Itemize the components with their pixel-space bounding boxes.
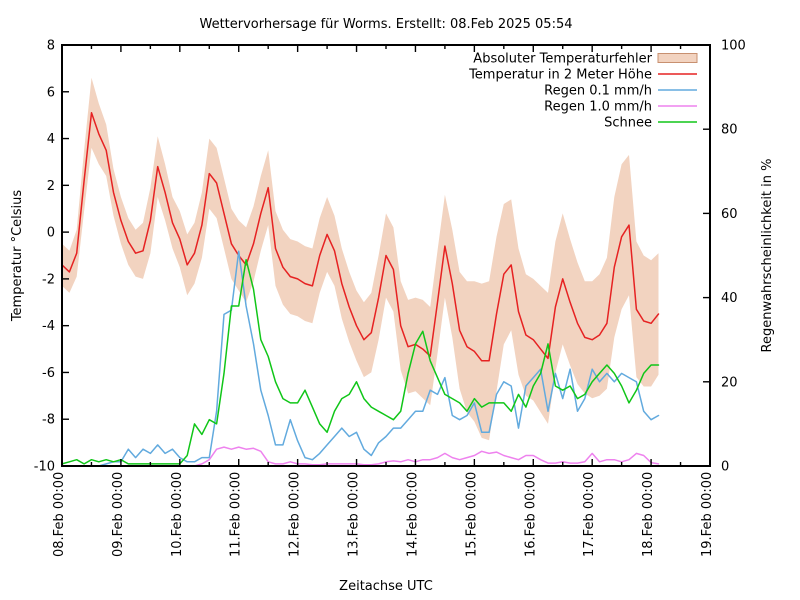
- x-tick-label: 16.Feb 00:00: [523, 472, 538, 557]
- y-right-tick-label: 0: [721, 460, 729, 475]
- x-tick-label: 08.Feb 00:00: [52, 472, 67, 557]
- x-tick-label: 09.Feb 00:00: [111, 472, 126, 557]
- y-right-tick-label: 20: [721, 375, 738, 390]
- error-band-area: [62, 77, 659, 441]
- x-tick-label: 14.Feb 00:00: [405, 472, 420, 557]
- y-right-tick-label: 100: [721, 39, 746, 54]
- legend-band-swatch: [657, 53, 698, 63]
- x-axis-label: Zeitachse UTC: [339, 579, 433, 594]
- temperature-line: [61, 112, 660, 362]
- y-right-tick-label: 40: [721, 291, 738, 306]
- y-left-tick-label: -6: [42, 366, 55, 381]
- x-tick-label: 11.Feb 00:00: [229, 472, 244, 557]
- x-tick-label: 15.Feb 00:00: [464, 472, 479, 557]
- y-right-axis-label: Regenwahrscheinlichkeit in %: [760, 159, 775, 353]
- legend-label: Regen 0.1 mm/h: [544, 84, 652, 99]
- legend-label: Regen 1.0 mm/h: [544, 100, 652, 115]
- legend-label: Absoluter Temperaturfehler: [473, 52, 652, 67]
- y-left-tick-label: -2: [42, 272, 55, 287]
- y-left-tick-label: 8: [47, 39, 55, 54]
- legend-label: Temperatur in 2 Meter Höhe: [468, 68, 652, 83]
- plot-frame: [61, 44, 711, 467]
- chart-title: Wettervorhersage für Worms. Erstellt: 08…: [199, 17, 572, 32]
- y-left-tick-label: 6: [47, 85, 55, 100]
- y-left-tick-label: 4: [47, 132, 55, 147]
- y-left-tick-label: 2: [47, 179, 55, 194]
- y-right-tick-label: 80: [721, 123, 738, 138]
- x-tick-label: 10.Feb 00:00: [170, 472, 185, 557]
- y-left-axis-label: Temperatur °Celsius: [10, 190, 25, 323]
- x-tick-label: 18.Feb 00:00: [641, 472, 656, 557]
- x-tick-label: 19.Feb 00:00: [700, 472, 715, 557]
- data-series: [61, 77, 660, 467]
- rain-01-line: [61, 250, 660, 467]
- x-tick-label: 17.Feb 00:00: [582, 472, 597, 557]
- x-tick-label: 13.Feb 00:00: [347, 472, 362, 557]
- y-left-tick-label: 0: [47, 226, 55, 241]
- x-tick-label: 12.Feb 00:00: [288, 472, 303, 557]
- snow-line: [61, 258, 660, 465]
- y-left-tick-label: -4: [42, 319, 55, 334]
- y-left-tick-label: -10: [34, 460, 55, 475]
- y-right-tick-label: 60: [721, 207, 738, 222]
- legend-label: Schnee: [604, 116, 652, 131]
- y-left-tick-label: -8: [42, 413, 55, 428]
